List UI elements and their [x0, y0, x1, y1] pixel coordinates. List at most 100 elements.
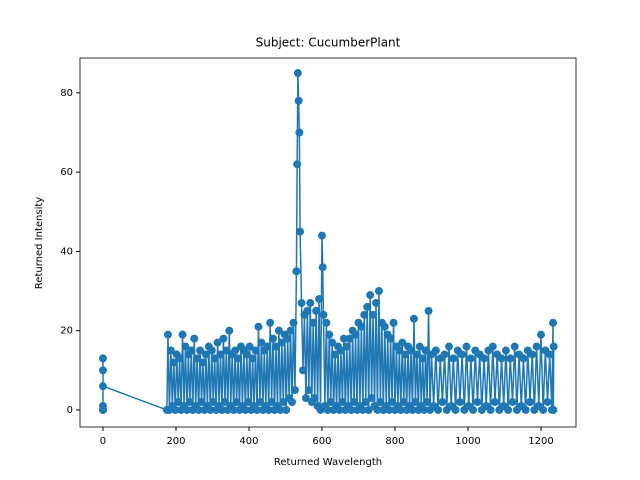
y-tick-label: 40: [60, 246, 73, 257]
data-point: [255, 398, 264, 407]
data-point: [357, 322, 366, 331]
data-point: [248, 354, 257, 363]
data-point: [288, 398, 297, 407]
data-point: [303, 306, 312, 315]
data-point: [98, 366, 107, 375]
data-point: [350, 398, 359, 407]
data-point: [421, 346, 430, 355]
data-point: [220, 398, 229, 407]
data-point: [322, 318, 331, 327]
data-point: [326, 398, 335, 407]
data-point: [358, 405, 367, 414]
data-point: [543, 398, 552, 407]
data-point: [257, 338, 266, 347]
data-point: [174, 398, 183, 407]
x-tick-label: 800: [385, 436, 404, 447]
data-point: [325, 330, 334, 339]
data-point: [207, 346, 216, 355]
data-point: [420, 405, 429, 414]
data-point: [185, 398, 194, 407]
data-point: [508, 398, 517, 407]
data-point: [528, 350, 537, 359]
data-point: [473, 398, 482, 407]
data-point: [297, 298, 306, 307]
data-point: [312, 306, 321, 315]
x-tick-label: 200: [166, 436, 185, 447]
chart-title: Subject: CucumberPlant: [256, 36, 401, 50]
data-point: [166, 346, 175, 355]
data-point: [380, 322, 389, 331]
data-point: [301, 394, 310, 403]
data-point: [415, 342, 424, 351]
x-tick-label: 1000: [455, 436, 480, 447]
data-point: [317, 231, 326, 240]
data-point: [539, 405, 548, 414]
data-point: [231, 346, 240, 355]
data-point: [455, 398, 464, 407]
data-point: [187, 346, 196, 355]
data-point: [245, 342, 254, 351]
data-point: [244, 398, 253, 407]
data-point: [549, 318, 558, 327]
data-point: [399, 398, 408, 407]
data-point: [201, 350, 210, 359]
data-point: [418, 354, 427, 363]
data-point: [292, 267, 301, 276]
data-point: [388, 398, 397, 407]
data-point: [197, 398, 206, 407]
data-point: [169, 358, 178, 367]
data-point: [361, 398, 370, 407]
data-point: [163, 330, 172, 339]
data-point: [269, 334, 278, 343]
data-point: [409, 314, 418, 323]
data-point: [336, 346, 345, 355]
data-point: [279, 398, 288, 407]
data-point: [328, 338, 337, 347]
data-point: [401, 350, 410, 359]
data-point: [274, 326, 283, 335]
data-point: [286, 326, 295, 335]
x-tick-label: 600: [312, 436, 331, 447]
data-point: [444, 342, 453, 351]
data-point: [266, 318, 275, 327]
data-point: [181, 342, 190, 351]
data-point: [536, 330, 545, 339]
data-point: [216, 350, 225, 359]
data-point: [293, 69, 302, 78]
data-point: [449, 354, 458, 363]
data-point: [175, 354, 184, 363]
data-point: [198, 358, 207, 367]
data-point: [396, 405, 405, 414]
data-point: [351, 330, 360, 339]
data-point: [374, 287, 383, 296]
data-point: [395, 346, 404, 355]
data-point: [338, 398, 347, 407]
data-point: [366, 291, 375, 300]
data-point: [254, 322, 263, 331]
data-point: [282, 405, 291, 414]
data-point: [526, 398, 535, 407]
data-point: [190, 334, 199, 343]
data-point: [438, 398, 447, 407]
data-point: [339, 334, 348, 343]
data-point: [347, 405, 356, 414]
data-point: [263, 342, 272, 351]
data-point: [331, 350, 340, 359]
data-point: [293, 160, 302, 169]
data-point: [488, 342, 497, 351]
y-tick-label: 60: [60, 167, 73, 178]
data-point: [549, 342, 558, 351]
data-point: [360, 310, 369, 319]
data-point: [298, 366, 307, 375]
data-point: [386, 334, 395, 343]
data-point: [412, 350, 421, 359]
data-point: [98, 354, 107, 363]
data-point: [182, 405, 191, 414]
data-point: [451, 405, 460, 414]
data-point: [469, 405, 478, 414]
data-point: [194, 405, 203, 414]
x-tick-label: 1200: [528, 436, 553, 447]
data-point: [462, 342, 471, 351]
y-axis-label: Returned Intensity: [34, 197, 45, 289]
